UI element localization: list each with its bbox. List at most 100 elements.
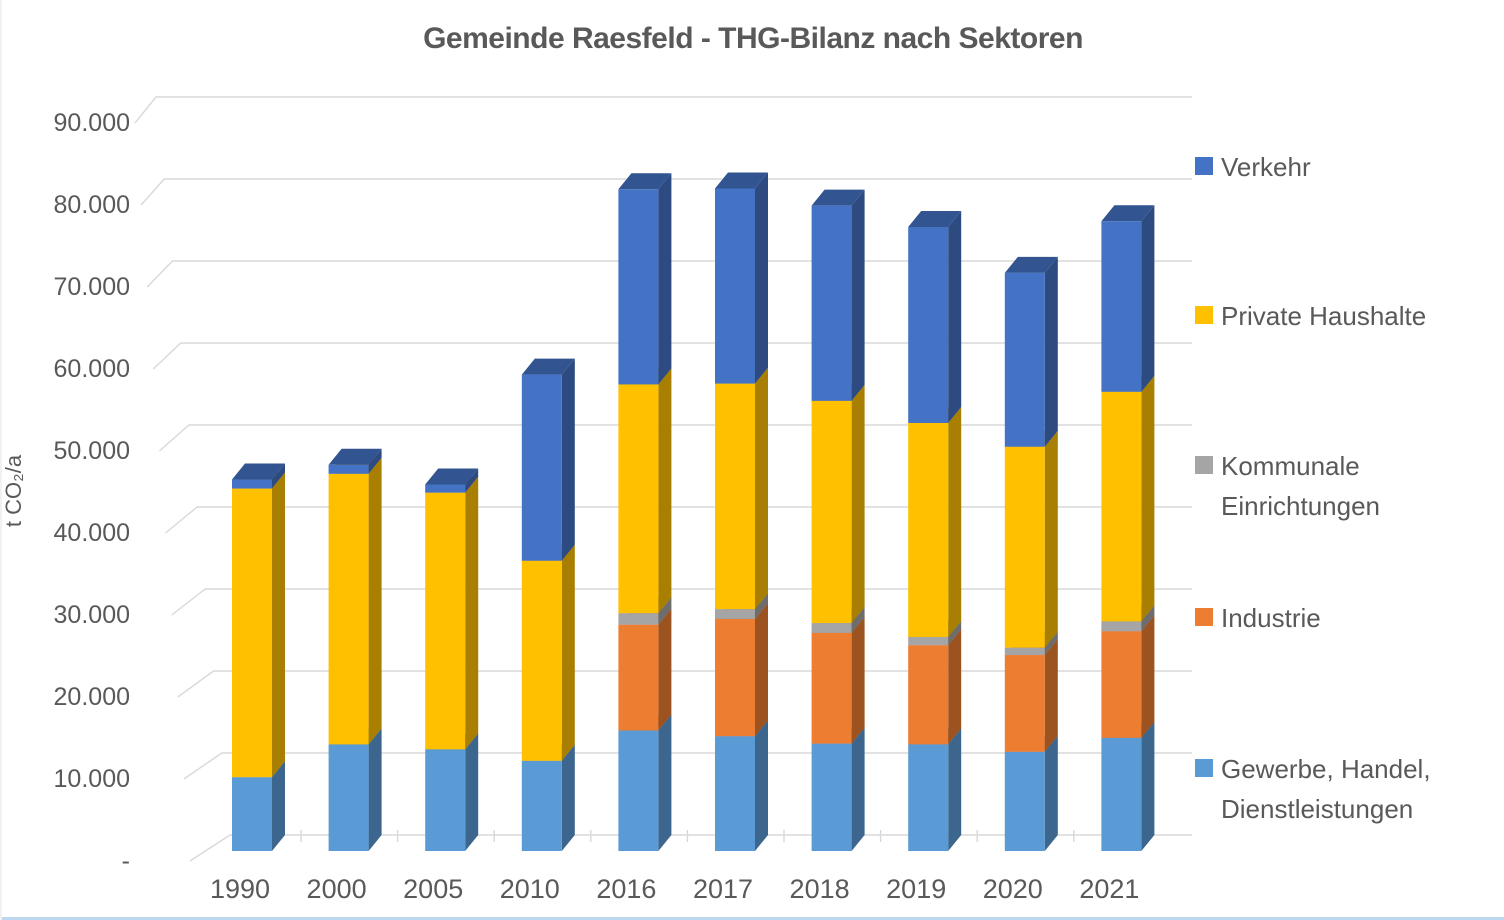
y-tick-label: 40.000: [54, 519, 130, 547]
bar-segment-side: [948, 629, 962, 745]
y-axis-title: t CO₂/a: [1, 454, 26, 528]
legend-label: Gewerbe, Handel, Dienstleistungen: [1221, 754, 1431, 824]
bar-segment-verkehr: [811, 205, 852, 401]
legend-label: Industrie: [1221, 603, 1321, 633]
y-axis-tick-labels: - 10.000 20.000 30.000 40.000 50.000 60.000 70.…: [54, 109, 130, 875]
bar-segment-side: [851, 607, 865, 633]
bar-2020: [1004, 256, 1058, 851]
bar-segment-side: [465, 476, 479, 750]
bar-segment-side: [368, 448, 382, 474]
gridline: [189, 834, 1192, 862]
bar-segment-side: [948, 210, 962, 423]
bar-segment-verkehr: [232, 479, 272, 489]
bar-segment-industrie: [1101, 631, 1142, 738]
bar-segment-side: [368, 728, 382, 851]
x-tick-label: 2018: [790, 874, 850, 904]
bar-segment-side: [755, 367, 768, 610]
bar-2017: [715, 172, 768, 851]
bar-segment-side: [465, 733, 479, 851]
bar-segment-side: [948, 620, 962, 646]
y-tick-label: 80.000: [54, 191, 130, 219]
bar-segment-side: [851, 727, 865, 851]
bar-segment-top: [1004, 256, 1058, 273]
bar-segment-side: [755, 602, 768, 737]
bar-segment-private-haushalte: [811, 400, 852, 624]
bar-1990: [232, 463, 285, 851]
bar-segment-top: [521, 358, 575, 375]
x-tick-label: 2021: [1079, 874, 1139, 904]
y-tick-label: 90.000: [54, 109, 130, 137]
bar-segment-private-haushalte: [425, 492, 466, 750]
bar-segment-side: [851, 616, 865, 744]
bar-segment-side: [561, 744, 575, 851]
bar-segment-top: [715, 172, 768, 189]
gridline: [134, 96, 1192, 124]
legend-item-industrie: Industrie: [1195, 598, 1466, 638]
bar-segment-side: [755, 593, 768, 619]
bar-segment-side: [658, 714, 672, 851]
bar-segment-industrie: [1004, 655, 1045, 752]
bar-segment-top: [328, 448, 382, 465]
legend-swatch-gewerbe-handel-dienstleistungen: [1195, 759, 1213, 777]
gridline: [140, 178, 1192, 206]
bar-segment-gewerbe-handel-dienstleistungen: [425, 749, 466, 851]
gridlines: [134, 96, 1192, 862]
bar-segment-side: [368, 457, 382, 745]
y-tick-label: 50.000: [54, 437, 130, 465]
bar-segment-gewerbe-handel-dienstleistungen: [908, 744, 949, 851]
bar-segment-side: [561, 358, 575, 561]
legend-label: Verkehr: [1221, 152, 1311, 182]
x-tick-label: 2016: [596, 874, 656, 904]
bar-segment-top: [232, 463, 285, 480]
bar-segment-kommunale-einrichtungen: [618, 613, 659, 625]
bar-segment-private-haushalte: [908, 422, 949, 637]
bar-segment-verkehr: [521, 374, 562, 561]
bar-segment-side: [272, 761, 285, 851]
bar-segment-kommunale-einrichtungen: [1101, 621, 1142, 632]
bar-segment-side: [658, 173, 672, 385]
bar-segment-verkehr: [1101, 221, 1142, 392]
bar-segment-gewerbe-handel-dienstleistungen: [715, 736, 755, 851]
gridline: [177, 670, 1192, 698]
legend-swatch-verkehr: [1195, 157, 1213, 175]
legend-label: Private Haushalte: [1221, 301, 1427, 331]
x-tick-label: 2019: [886, 874, 946, 904]
bar-2019: [908, 210, 962, 851]
bar-segment-side: [1141, 605, 1155, 632]
y-tick-label: 30.000: [54, 601, 130, 629]
legend-item-kommunale-einrichtungen: Kommunale Einrichtungen: [1195, 446, 1466, 526]
bar-segment-private-haushalte: [521, 560, 562, 761]
bar-segment-private-haushalte: [232, 488, 272, 778]
bar-segment-side: [755, 172, 768, 384]
bar-segment-private-haushalte: [328, 473, 369, 745]
x-tick-label: 2017: [693, 874, 753, 904]
legend-label: Kommunale Einrichtungen: [1221, 451, 1380, 521]
bar-segment-verkehr: [328, 464, 369, 474]
x-tick-label: 2000: [307, 874, 367, 904]
gridline: [183, 752, 1192, 780]
bar-segment-side: [272, 463, 285, 489]
bar-segment-top: [811, 189, 865, 206]
x-tick-label: 2005: [403, 874, 463, 904]
bar-segment-side: [1141, 375, 1155, 622]
bars: [232, 172, 1155, 851]
y-tick-label: 70.000: [54, 273, 130, 301]
bar-segment-top: [618, 173, 672, 190]
bar-segment-kommunale-einrichtungen: [1004, 647, 1045, 656]
bar-segment-verkehr: [425, 484, 466, 493]
bar-segment-side: [1044, 631, 1058, 656]
bar-segment-kommunale-einrichtungen: [715, 609, 755, 619]
bar-segment-private-haushalte: [1101, 391, 1142, 622]
bar-segment-gewerbe-handel-dienstleistungen: [618, 730, 659, 851]
bar-segment-side: [658, 597, 672, 625]
bar-segment-side: [272, 472, 285, 778]
bar-2021: [1101, 205, 1155, 851]
bar-segment-kommunale-einrichtungen: [908, 636, 949, 646]
bar-segment-top: [425, 468, 479, 485]
x-tick-label: 1990: [210, 874, 270, 904]
bar-segment-side: [1044, 735, 1058, 851]
legend-swatch-kommunale-einrichtungen: [1195, 456, 1213, 474]
bar-segment-side: [1141, 615, 1155, 738]
bar-segment-side: [948, 728, 962, 851]
